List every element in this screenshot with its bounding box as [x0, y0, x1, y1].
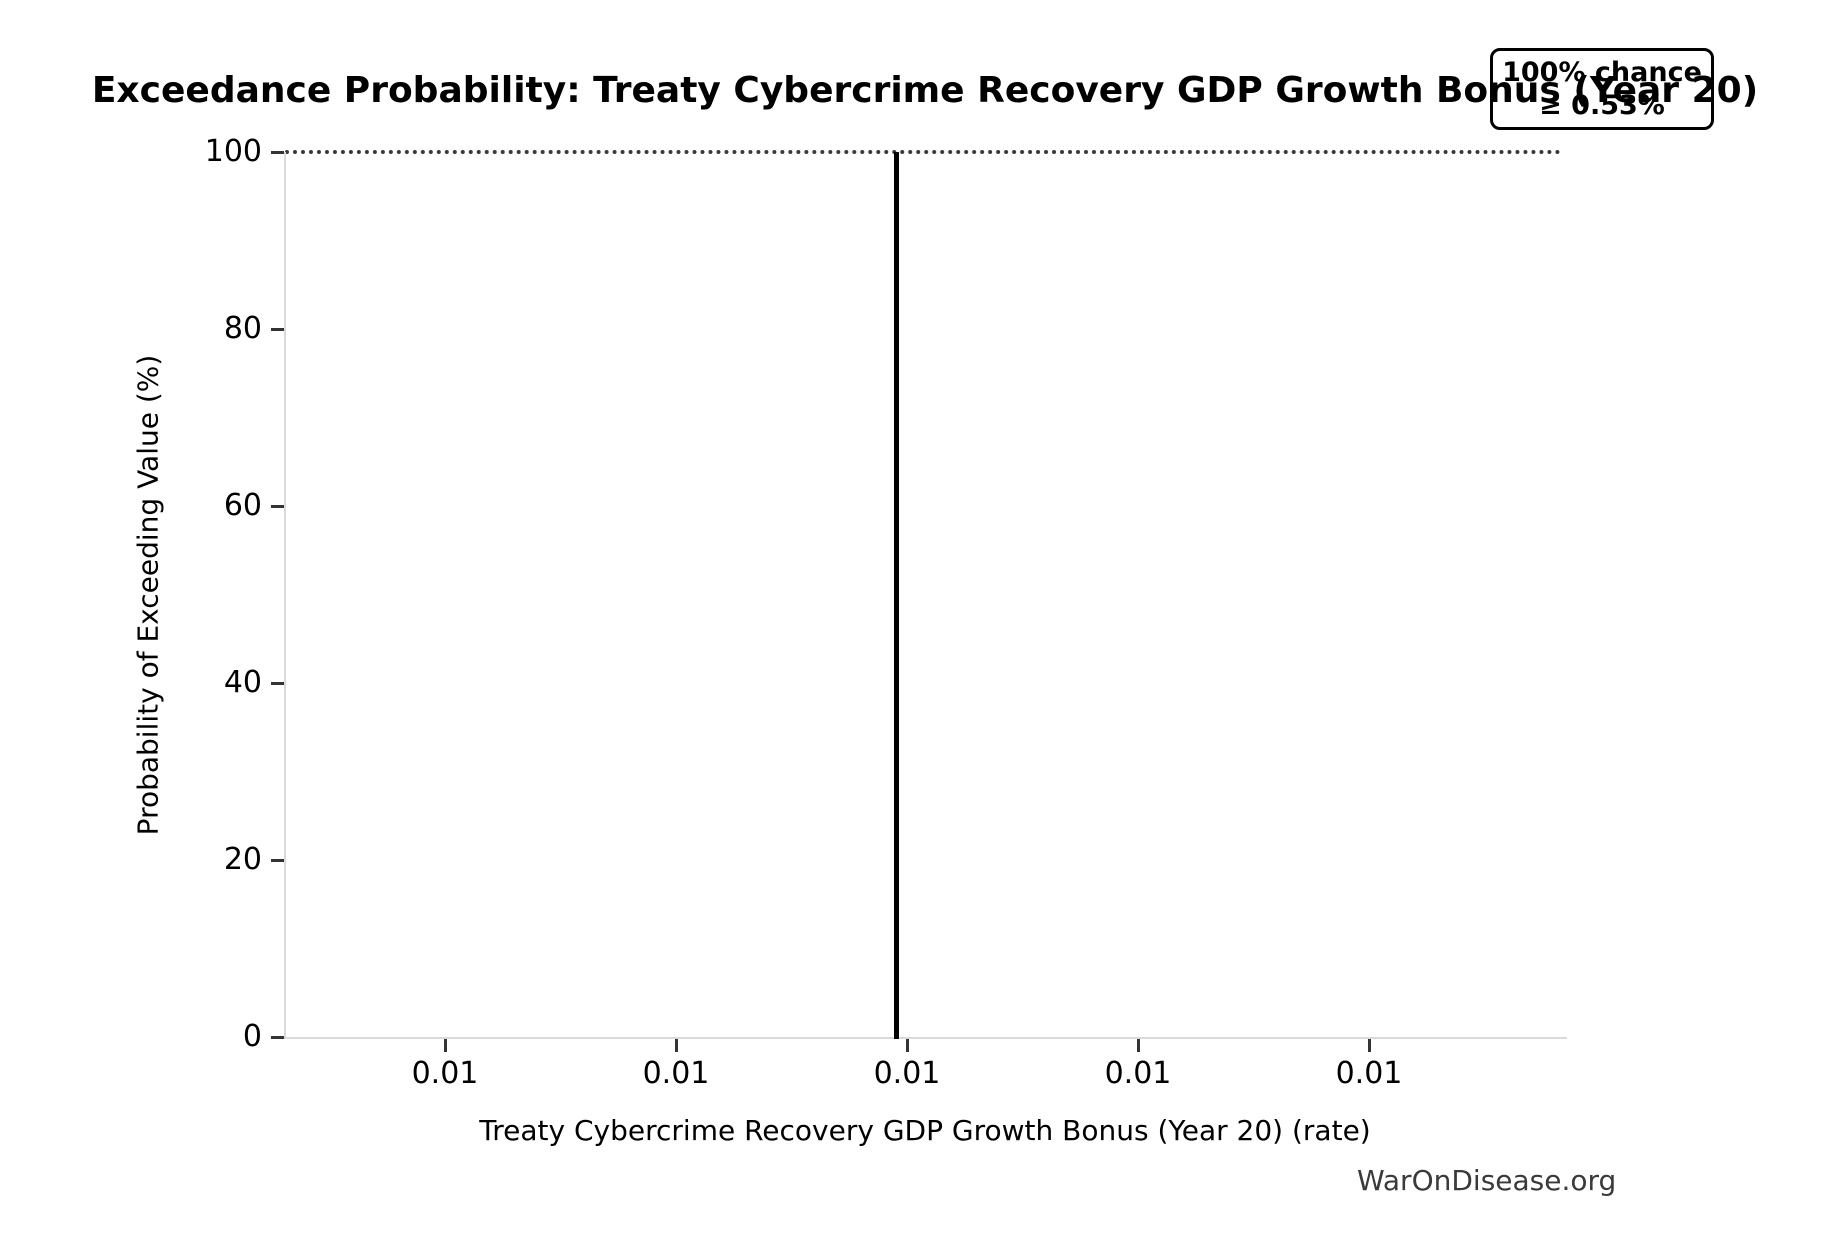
chart-title: Exceedance Probability: Treaty Cybercrim… — [91, 70, 1759, 111]
y-tick-label: 40 — [223, 665, 262, 700]
x-tick-label: 0.01 — [411, 1056, 479, 1091]
watermark: WarOnDisease.org — [1357, 1164, 1617, 1197]
y-tick-label: 0 — [242, 1019, 262, 1054]
plot-area — [285, 152, 1565, 1038]
x-tick-label: 0.01 — [642, 1056, 710, 1091]
y-tick-mark — [271, 682, 284, 685]
y-tick-label: 20 — [223, 842, 262, 877]
y-tick-label: 60 — [223, 488, 262, 523]
y-tick-mark — [271, 505, 284, 508]
y-tick-mark — [271, 1036, 284, 1039]
annotation-chance-line: 100% chance — [1502, 57, 1702, 88]
x-tick-mark — [1137, 1039, 1140, 1052]
y-axis-spine — [284, 152, 286, 1039]
y-tick-mark — [271, 151, 284, 154]
x-axis-label: Treaty Cybercrime Recovery GDP Growth Bo… — [479, 1114, 1371, 1147]
reference-line-100pct — [285, 150, 1561, 154]
x-axis-spine — [284, 1037, 1567, 1039]
x-tick-mark — [906, 1039, 909, 1052]
y-tick-label: 80 — [223, 311, 262, 346]
y-tick-label: 100 — [204, 134, 262, 169]
x-tick-label: 0.01 — [1335, 1056, 1403, 1091]
x-tick-mark — [444, 1039, 447, 1052]
exceedance-step-line — [894, 152, 899, 1039]
y-axis-label: Probability of Exceeding Value (%) — [131, 354, 165, 836]
y-tick-mark — [271, 859, 284, 862]
y-tick-mark — [271, 328, 284, 331]
annotation-value-line: ≥ 0.53% — [1539, 90, 1665, 121]
x-tick-label: 0.01 — [873, 1056, 941, 1091]
x-tick-label: 0.01 — [1104, 1056, 1172, 1091]
annotation-box: 100% chance ≥ 0.53% — [1490, 48, 1714, 130]
x-tick-mark — [1368, 1039, 1371, 1052]
x-tick-mark — [675, 1039, 678, 1052]
